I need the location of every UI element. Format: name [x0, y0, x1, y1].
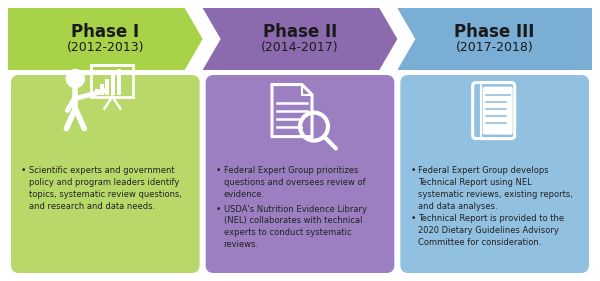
Bar: [112, 74, 115, 95]
Text: Phase II: Phase II: [263, 22, 337, 40]
FancyBboxPatch shape: [400, 75, 589, 273]
Text: •: •: [410, 166, 416, 175]
Text: Phase III: Phase III: [454, 22, 535, 40]
Polygon shape: [397, 8, 592, 70]
Polygon shape: [203, 8, 397, 70]
Text: Phase I: Phase I: [71, 22, 139, 40]
Text: (2012-2013): (2012-2013): [67, 41, 144, 54]
FancyBboxPatch shape: [11, 75, 200, 273]
Text: Federal Expert Group develops
Technical Report using NEL
systematic reviews, exi: Federal Expert Group develops Technical …: [418, 166, 573, 210]
Text: (2014-2017): (2014-2017): [261, 41, 339, 54]
Bar: [95, 89, 100, 95]
Text: •: •: [215, 205, 221, 214]
Polygon shape: [8, 8, 203, 70]
Text: •: •: [410, 214, 416, 223]
Text: USDA's Nutrition Evidence Library
(NEL) collaborates with technical
experts to c: USDA's Nutrition Evidence Library (NEL) …: [224, 205, 367, 249]
Text: •: •: [215, 166, 221, 175]
Bar: [106, 79, 109, 95]
Text: Federal Expert Group prioritizes
questions and oversees review of
evidence.: Federal Expert Group prioritizes questio…: [224, 166, 365, 199]
FancyBboxPatch shape: [206, 75, 394, 273]
Text: (2017-2018): (2017-2018): [456, 41, 533, 54]
Text: Scientific experts and government
policy and program leaders identify
topics, sy: Scientific experts and government policy…: [29, 166, 182, 210]
Text: •: •: [21, 166, 26, 175]
Circle shape: [67, 70, 85, 88]
FancyBboxPatch shape: [482, 87, 512, 135]
Bar: [100, 83, 104, 95]
Bar: [118, 69, 121, 95]
Text: Technical Report is provided to the
2020 Dietary Guidelines Advisory
Committee f: Technical Report is provided to the 2020…: [418, 214, 565, 247]
